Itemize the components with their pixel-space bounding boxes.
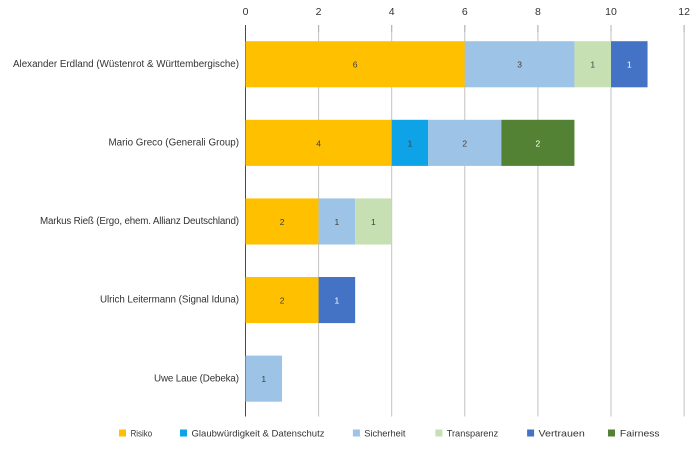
svg-text:3: 3 — [517, 60, 522, 70]
svg-text:2: 2 — [316, 6, 322, 18]
svg-text:Risiko: Risiko — [131, 429, 153, 440]
svg-text:2: 2 — [462, 138, 467, 148]
svg-text:6: 6 — [462, 6, 468, 18]
svg-text:8: 8 — [535, 6, 541, 18]
svg-text:4: 4 — [389, 6, 395, 18]
svg-text:2: 2 — [280, 295, 285, 305]
svg-text:4: 4 — [316, 138, 321, 148]
svg-text:Transparenz: Transparenz — [447, 429, 499, 440]
svg-text:1: 1 — [335, 217, 340, 227]
svg-text:6: 6 — [353, 60, 358, 70]
svg-text:Vertrauen: Vertrauen — [539, 429, 585, 440]
svg-text:Sicherheit: Sicherheit — [364, 429, 406, 440]
svg-text:Uwe Laue (Debeka): Uwe Laue (Debeka) — [154, 373, 239, 384]
svg-text:Mario Greco (Generali Group): Mario Greco (Generali Group) — [109, 137, 240, 148]
svg-text:0: 0 — [243, 6, 249, 18]
svg-text:Glaubwürdigkeit & Datenschutz: Glaubwürdigkeit & Datenschutz — [192, 429, 325, 440]
svg-text:1: 1 — [261, 374, 266, 384]
svg-text:1: 1 — [371, 217, 376, 227]
svg-text:Fairness: Fairness — [620, 429, 660, 440]
svg-text:1: 1 — [408, 138, 413, 148]
svg-text:1: 1 — [335, 295, 340, 305]
svg-text:1: 1 — [627, 60, 632, 70]
svg-text:Ulrich Leitermann (Signal Idun: Ulrich Leitermann (Signal Iduna) — [100, 295, 239, 306]
svg-text:12: 12 — [678, 6, 690, 18]
svg-text:Alexander Erdland (Wüstenrot &: Alexander Erdland (Wüstenrot & Württembe… — [13, 59, 239, 70]
svg-text:2: 2 — [536, 138, 541, 148]
svg-text:2: 2 — [280, 217, 285, 227]
svg-text:1: 1 — [590, 60, 595, 70]
svg-text:10: 10 — [605, 6, 617, 18]
svg-text:Markus Rieß (Ergo, ehem. Allia: Markus Rieß (Ergo, ehem. Allianz Deutsch… — [40, 216, 239, 227]
